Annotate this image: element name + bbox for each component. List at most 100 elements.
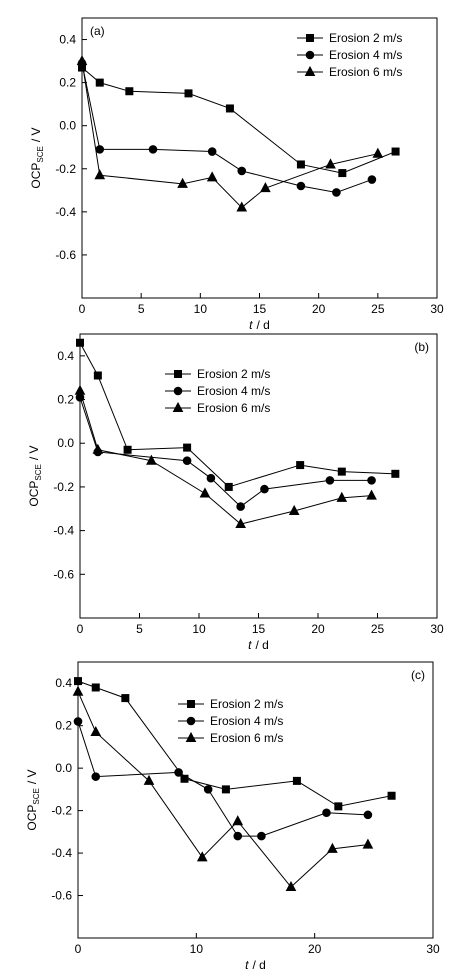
x-axis-label: t / d xyxy=(245,958,266,972)
y-axis-symbol: OCP xyxy=(27,481,41,507)
marker-triangle xyxy=(206,171,218,182)
marker-triangle xyxy=(366,489,377,500)
x-axis-symbol: t xyxy=(245,958,249,972)
legend-marker xyxy=(186,716,196,726)
marker-square xyxy=(183,443,192,452)
series-line xyxy=(79,390,372,525)
marker-circle xyxy=(367,175,377,184)
marker-circle xyxy=(363,810,373,820)
y-axis-subscript: SCE xyxy=(36,146,45,162)
marker-square xyxy=(296,461,305,470)
marker-triangle xyxy=(90,725,102,737)
marker-circle xyxy=(95,145,105,154)
y-tick-label: 0.2 xyxy=(55,719,72,733)
x-tick-label: 15 xyxy=(253,302,267,316)
y-tick-label: -0.2 xyxy=(55,162,76,176)
marker-triangle xyxy=(372,147,384,158)
marker-circle xyxy=(236,502,245,511)
y-axis-symbol: OCP xyxy=(25,805,39,831)
marker-triangle xyxy=(362,838,374,849)
marker-square xyxy=(221,785,230,794)
x-axis-unit: / d xyxy=(256,638,269,652)
x-tick-label: 30 xyxy=(430,302,444,316)
marker-square xyxy=(391,147,400,156)
marker-circle xyxy=(322,808,331,818)
marker-square xyxy=(123,445,132,454)
y-axis-unit: / V xyxy=(27,445,41,460)
marker-circle xyxy=(296,181,306,191)
marker-square xyxy=(225,104,234,113)
x-axis-label: t / d xyxy=(248,638,269,652)
marker-circle xyxy=(237,166,247,176)
marker-square xyxy=(292,776,301,785)
marker-square xyxy=(184,89,193,98)
legend-label: Erosion 6 m/s xyxy=(210,731,283,745)
y-axis-subscript: SCE xyxy=(34,464,43,480)
marker-square xyxy=(334,802,343,811)
marker-square xyxy=(121,694,130,703)
marker-circle xyxy=(91,772,101,781)
marker-triangle xyxy=(336,491,348,502)
legend-label: Erosion 4 m/s xyxy=(329,48,402,62)
marker-circle xyxy=(174,768,183,777)
marker-circle xyxy=(325,476,335,485)
x-tick-label: 10 xyxy=(190,942,204,956)
marker-triangle xyxy=(232,815,244,826)
legend-marker xyxy=(173,386,183,396)
series-line xyxy=(81,61,378,209)
legend-marker xyxy=(306,34,314,42)
panel: 0 5 10 15 20 25 30 0.4 0.2 0.0 -0.2 -0.4 -0.6 t / d OCP… xyxy=(29,17,444,332)
series-line xyxy=(81,67,396,174)
x-axis-symbol: t xyxy=(248,638,252,652)
series-line xyxy=(81,63,373,193)
marker-square xyxy=(338,169,347,178)
marker-triangle xyxy=(72,685,84,696)
y-axis-unit: / V xyxy=(25,769,39,784)
marker-circle xyxy=(206,473,216,483)
y-axis-label: OCPSCE / V xyxy=(29,127,45,188)
y-axis-label: OCPSCE / V xyxy=(27,445,43,506)
panel-label: (c) xyxy=(411,668,425,682)
legend-label: Erosion 2 m/s xyxy=(197,367,270,381)
x-tick-label: 30 xyxy=(430,622,444,636)
legend-marker xyxy=(174,370,182,378)
marker-square xyxy=(76,338,84,347)
marker-circle xyxy=(257,831,266,841)
y-tick-label: -0.6 xyxy=(55,248,76,262)
x-tick-label: 10 xyxy=(192,622,206,636)
marker-square xyxy=(296,160,305,169)
marker-circle xyxy=(367,476,376,485)
marker-circle xyxy=(73,717,83,726)
legend-marker xyxy=(187,700,195,708)
y-tick-label: 0.0 xyxy=(57,436,74,450)
marker-circle xyxy=(233,831,243,841)
marker-square xyxy=(391,469,400,478)
y-tick-label: 0.4 xyxy=(55,676,72,690)
marker-triangle xyxy=(143,774,155,785)
y-tick-label: 0.2 xyxy=(59,76,76,90)
marker-triangle xyxy=(325,158,336,169)
legend-label: Erosion 2 m/s xyxy=(210,697,283,711)
y-tick-label: 0.0 xyxy=(59,119,76,133)
y-tick-label: 0.0 xyxy=(55,761,72,775)
x-tick-label: 10 xyxy=(194,302,208,316)
panel: 0 5 10 15 20 25 30 0.4 0.2 0.0 -0.2 -0.4 -0.6 t / d OCP… xyxy=(27,333,444,652)
x-tick-label: 5 xyxy=(138,302,145,316)
series-line xyxy=(77,680,392,807)
panel-label: (b) xyxy=(414,340,429,354)
y-axis-label: OCPSCE / V xyxy=(25,769,41,830)
y-tick-label: 0.2 xyxy=(57,393,74,407)
legend-marker xyxy=(305,50,315,60)
y-axis-unit: / V xyxy=(29,127,43,142)
marker-square xyxy=(224,482,233,491)
marker-circle xyxy=(182,456,192,466)
x-axis-unit: / d xyxy=(257,318,270,332)
series-line xyxy=(79,397,372,508)
legend-label: Erosion 4 m/s xyxy=(210,714,283,728)
marker-triangle xyxy=(177,177,188,188)
x-tick-label: 20 xyxy=(312,302,326,316)
y-axis-subscript: SCE xyxy=(32,788,41,804)
legend-label: Erosion 6 m/s xyxy=(197,401,270,415)
series-line xyxy=(77,691,368,888)
